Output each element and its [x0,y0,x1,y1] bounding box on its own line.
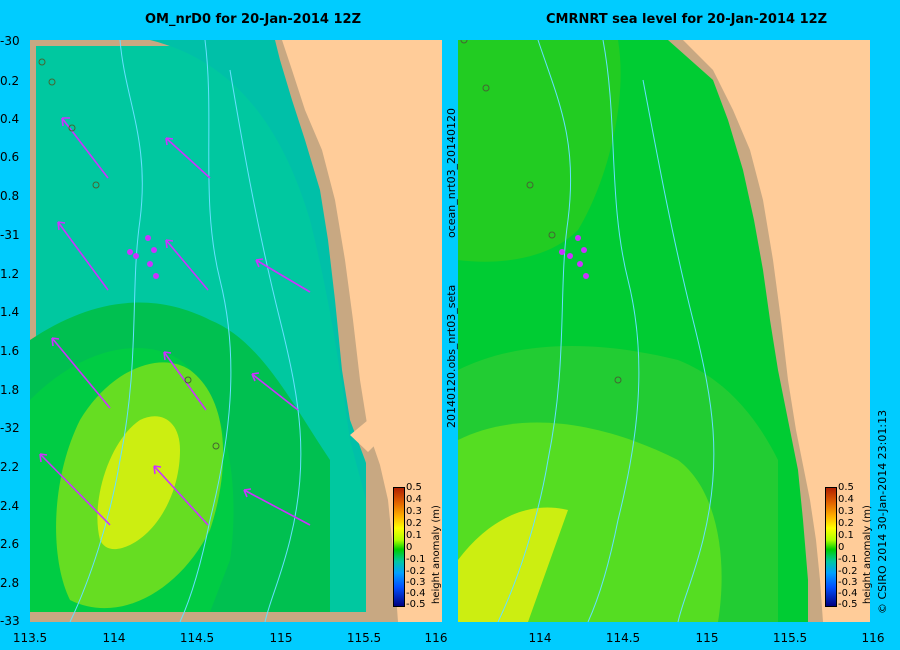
colorbar-tick: -0.5 [406,599,426,610]
x-tick-label: 114 [102,631,126,645]
colorbar-tick: -0.4 [838,588,858,599]
y-tick-label: 2.2 [0,460,20,474]
y-tick-label: -31 [0,228,20,242]
colorbar-tick: 0.2 [406,518,422,529]
colorbar-label: height anomaly (m) [431,505,442,604]
colorbar-tick: -0.3 [406,577,426,588]
left-panel-title: OM_nrD0 for 20-Jan-2014 12Z [145,12,362,27]
colorbar-tick: 0.1 [838,530,854,541]
x-tick-label: 114.5 [179,631,215,645]
right-map-panel[interactable] [458,40,870,622]
x-tick-label: 116 [424,631,448,645]
left-map-panel[interactable] [30,40,442,622]
y-tick-label: 0.8 [0,189,20,203]
x-tick-label: 116 [861,631,885,645]
y-tick-label: 0.2 [0,74,20,88]
x-tick-label: 115 [269,631,293,645]
colorbar-tick: 0.5 [838,482,854,493]
y-tick-label: 1.8 [0,383,20,397]
colorbar-tick: -0.4 [406,588,426,599]
y-tick-label: 2.6 [0,537,20,551]
x-tick-label: 114.5 [605,631,641,645]
y-tick-label: 2.4 [0,499,20,513]
colorbar-tick: 0.4 [406,494,422,505]
x-tick-label: 114 [528,631,552,645]
y-tick-label: 1.4 [0,305,20,319]
colorbar-tick: -0.1 [838,554,858,565]
y-tick-label: 1.2 [0,267,20,281]
y-tick-label: 0.4 [0,112,20,126]
y-tick-label: 2.8 [0,576,20,590]
y-tick-label: -33 [0,614,20,628]
colorbar-tick: -0.2 [406,566,426,577]
colorbar-tick: 0.3 [406,506,422,517]
right-colorbar [825,487,837,607]
x-tick-label: 113.5 [12,631,48,645]
colorbar-tick: 0.5 [406,482,422,493]
colorbar-tick: 0.4 [838,494,854,505]
x-tick-label: 115.5 [772,631,808,645]
y-tick-label: -32 [0,421,20,435]
colorbar-tick: 0 [406,542,413,553]
colorbar-label: height anomaly (m) [862,505,873,604]
y-tick-label: 1.6 [0,344,20,358]
y-tick-label: 0.6 [0,150,20,164]
x-tick-label: 115.5 [346,631,382,645]
colorbar-tick: 0.2 [838,518,854,529]
colorbar-tick: -0.2 [838,566,858,577]
y-tick-label: -30 [0,34,20,48]
colorbar-tick: 0.3 [838,506,854,517]
colorbar-tick: -0.5 [838,599,858,610]
left-colorbar [393,487,405,607]
colorbar-tick: -0.1 [406,554,426,565]
obs-file-label: 20140120.obs_nrt03_seta [445,284,458,428]
credit-label: © CSIRO 2014 30-Jan-2014 23:01:13 [876,409,889,614]
ocean-file-label: ocean_nrt03_20140120 [445,107,458,238]
right-panel-title: CMRNRT sea level for 20-Jan-2014 12Z [546,12,828,27]
colorbar-tick: 0 [838,542,845,553]
colorbar-tick: -0.3 [838,577,858,588]
colorbar-tick: 0.1 [406,530,422,541]
x-tick-label: 115 [695,631,719,645]
